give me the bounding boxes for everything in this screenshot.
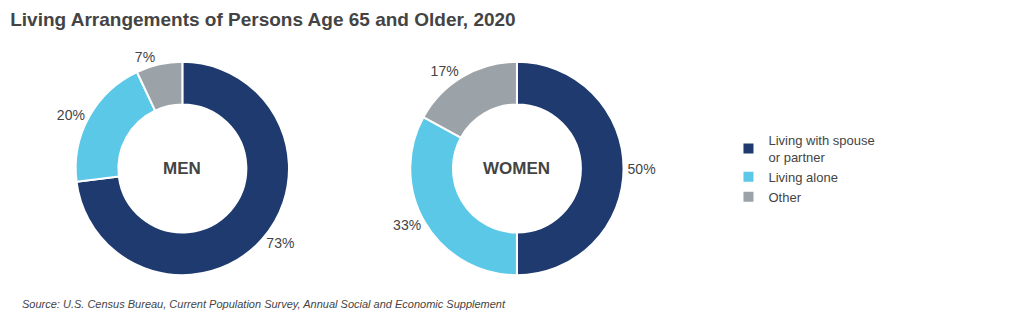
svg-text:Living Arrangements of Persons: Living Arrangements of Persons Age 65 an…: [10, 9, 515, 30]
svg-text:Living with spouseor partner: Living with spouseor partner: [768, 133, 874, 165]
svg-text:Other: Other: [768, 190, 801, 205]
svg-text:20%: 20%: [57, 107, 85, 123]
svg-text:17%: 17%: [431, 63, 459, 79]
svg-text:Source: U.S. Census Bureau, Cu: Source: U.S. Census Bureau, Current Popu…: [22, 298, 506, 310]
svg-text:MEN: MEN: [163, 159, 201, 178]
svg-text:50%: 50%: [628, 161, 656, 177]
svg-text:33%: 33%: [393, 217, 421, 233]
svg-text:Living alone: Living alone: [768, 170, 837, 185]
svg-text:73%: 73%: [266, 235, 294, 251]
svg-text:7%: 7%: [135, 49, 155, 65]
svg-text:WOMEN: WOMEN: [483, 159, 550, 178]
